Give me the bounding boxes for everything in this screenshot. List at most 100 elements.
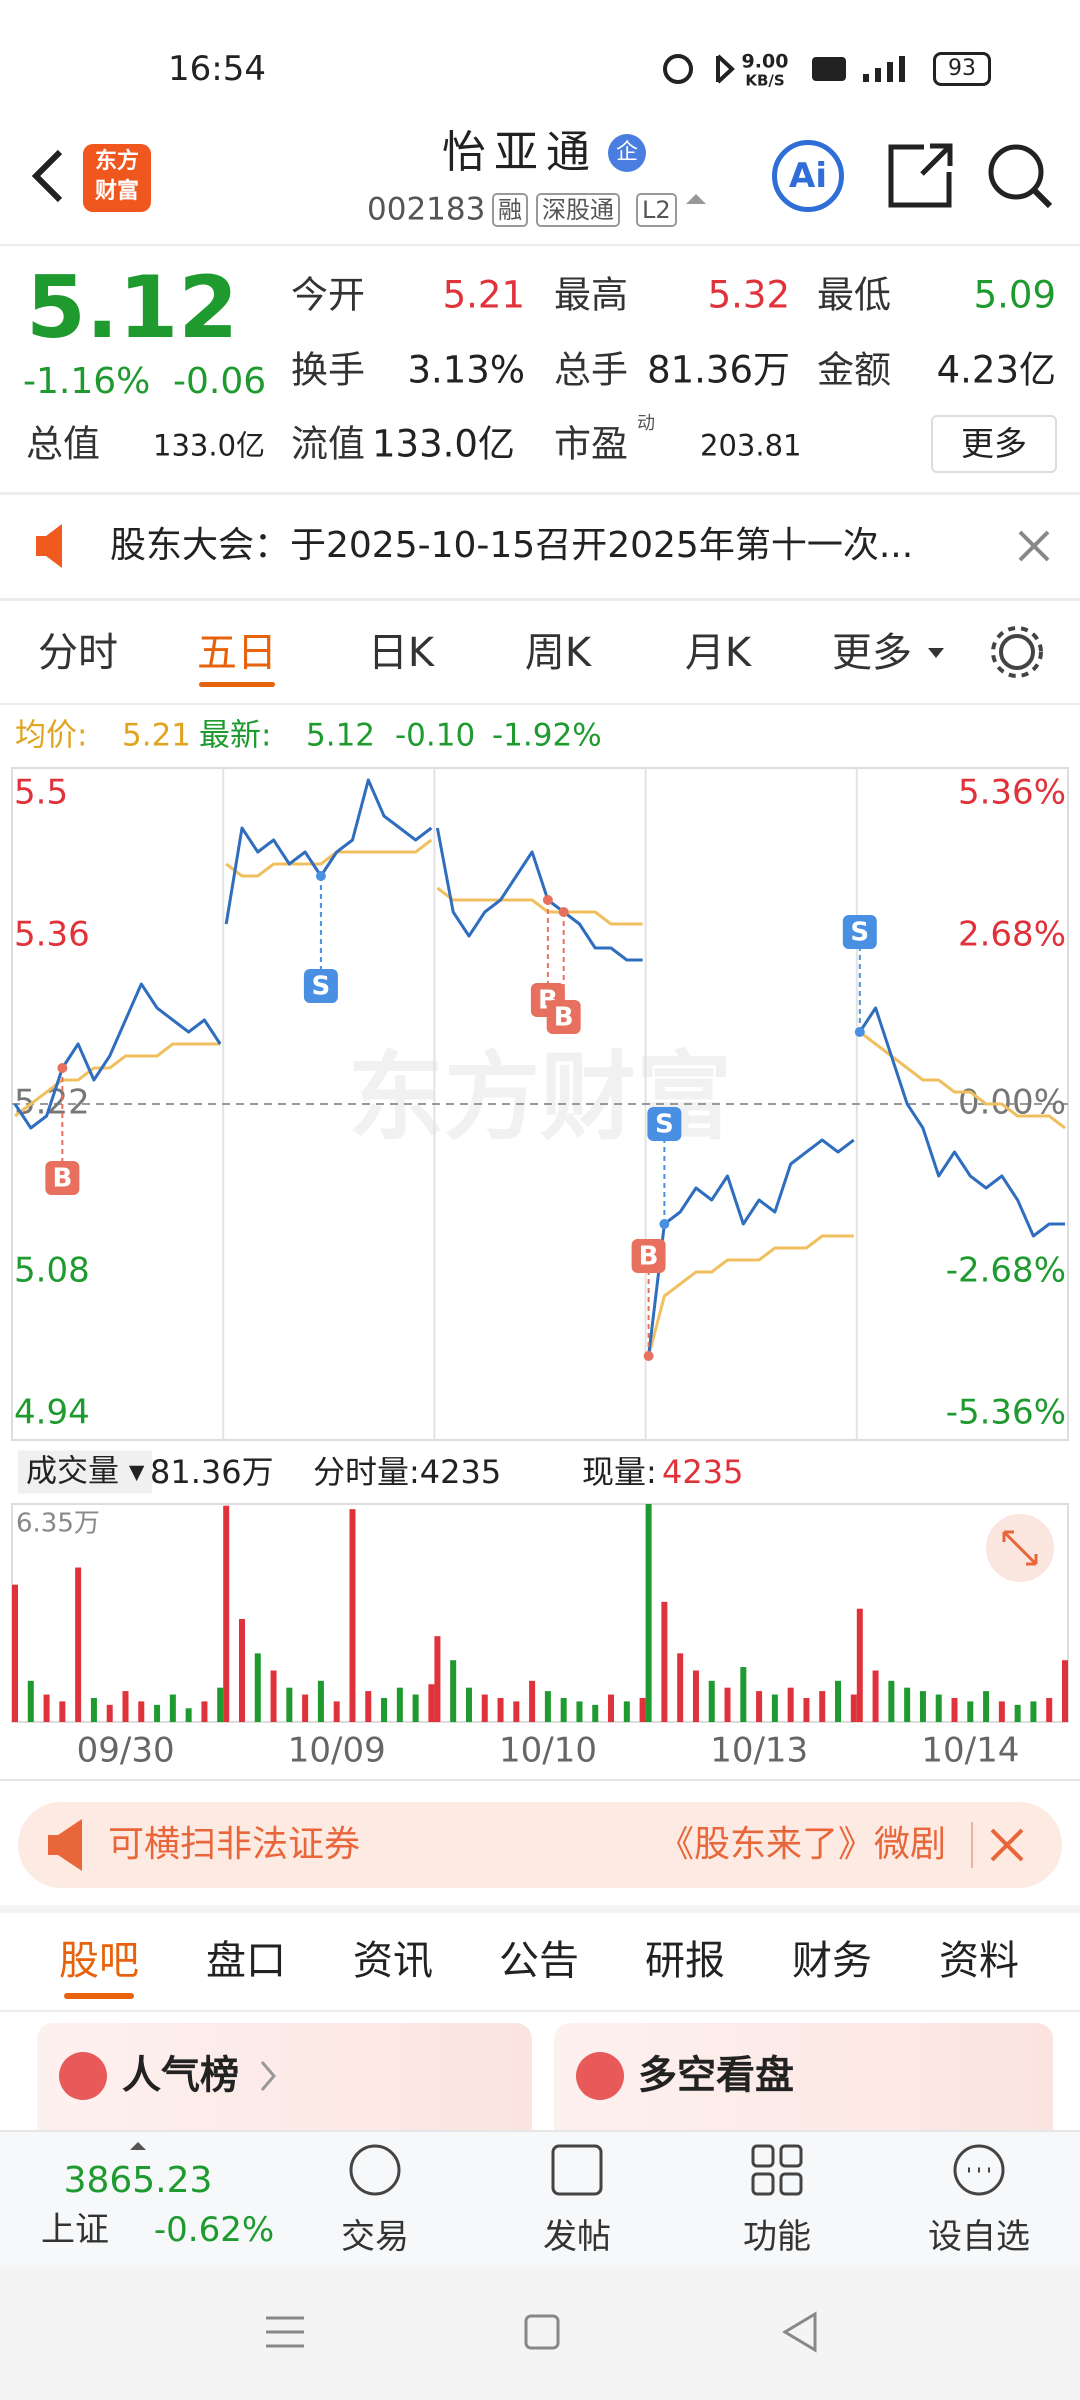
logo-text: 财富 [94,179,140,204]
section-tab[interactable]: 盘口 [206,1938,286,1984]
volume-bar [381,1697,388,1722]
volume-bar [428,1684,435,1722]
index-value[interactable]: 3865.23 [63,2160,213,2201]
dropdown-icon[interactable] [686,194,706,204]
tab-underline [199,682,275,687]
volume-bar [497,1697,504,1722]
change: -0.06 [173,361,267,402]
volume-bar [450,1660,457,1722]
chart-tab[interactable]: 周K [524,630,592,676]
expand-button[interactable] [986,1514,1054,1582]
volume-bar [254,1653,261,1722]
volume-current-label: 现量: [582,1453,657,1491]
avg-value: 5.21 [122,717,192,754]
section-tab[interactable]: 研报 [645,1938,725,1984]
battery: 93 [933,52,991,86]
trade-badge [530,983,565,1017]
system-nav [0,2265,1080,2400]
share-icon[interactable] [888,143,953,208]
volume-bar [835,1680,842,1722]
chart-tab[interactable]: 更多 [832,630,912,676]
hd-icon [812,57,846,81]
divider [0,1905,1080,1913]
volume-bar [481,1694,488,1722]
chart-tab[interactable]: 月K [684,630,752,676]
volume-bar [756,1691,763,1722]
volume-bar [639,1697,646,1722]
stock-code: 002183 [367,191,486,228]
chart-tab[interactable]: 分时 [38,630,118,676]
banner[interactable] [18,1802,1062,1888]
more-button[interactable]: 更多 [931,415,1057,473]
card[interactable] [37,2023,532,2143]
net-speed: 9.00 [741,50,789,73]
volume-bar [434,1636,441,1722]
section-tab[interactable]: 财务 [792,1938,872,1984]
trade-label: B [639,1242,659,1272]
volume-bar [967,1701,974,1722]
avg-line [225,838,433,878]
volume-bar [59,1701,66,1722]
logo-text: 东方 [94,149,140,174]
trade-badge [546,1000,581,1034]
volume-bar [365,1691,372,1722]
volume-current: 4235 [662,1453,744,1491]
y-tick-label: 5.36 [14,915,90,955]
avg-line [858,1030,1066,1130]
volume-selector[interactable]: 成交量 ▾ [18,1450,153,1494]
volume-bar [850,1694,857,1722]
nav-label[interactable]: 功能 [743,2217,811,2257]
volume-bar [724,1687,731,1722]
volume-bar [106,1704,113,1722]
field-label: 最高 [554,273,628,317]
nav-label[interactable]: 设自选 [928,2217,1030,2257]
volume-bar [201,1701,208,1722]
nav-label[interactable]: 交易 [341,2217,409,2257]
net-unit: KB/S [745,71,785,90]
volume-bar [317,1680,324,1722]
card[interactable] [554,2023,1053,2143]
back-icon[interactable] [31,149,63,203]
settings-icon[interactable] [999,634,1035,670]
trade-point [643,1351,654,1361]
section-tab[interactable]: 资讯 [353,1938,433,1984]
tag: 融 [492,193,528,227]
volume-bar [122,1691,129,1722]
banner-link[interactable]: 《股东来了》微剧 [658,1824,947,1865]
dropdown-icon [928,648,944,658]
notice-text[interactable]: 股东大会：于2025-10-15召开2025年第十一次... [110,525,914,566]
field-label: 最低 [817,273,891,317]
y-tick-label: 5.5 [14,773,68,813]
y-tick-label: 5.22 [14,1083,90,1123]
avg-line [647,1234,854,1357]
close-icon[interactable] [1018,530,1050,562]
chart-tab-active[interactable]: 五日 [197,630,277,676]
section-tab-active[interactable]: 股吧 [59,1938,139,1984]
chart-tab[interactable]: 日K [367,630,435,676]
field-value: 5.21 [442,273,525,317]
ai-button[interactable]: Ai [772,140,844,212]
volume-bar [1062,1660,1068,1722]
tab-underline [64,1993,134,1999]
app-logo[interactable] [83,144,151,212]
divider [0,2010,1080,2012]
volume-bar [396,1687,403,1722]
trade-point [57,1063,68,1073]
volume-bar [983,1691,990,1722]
field-label: 市盈 [554,422,628,466]
divider [0,598,1080,601]
volume-bar [677,1653,684,1722]
trade-label: B [554,1003,574,1033]
last-price: 5.12 [26,258,239,358]
tag: 深股通 [536,193,620,227]
field-label: 今开 [291,273,365,317]
volume-bar [623,1701,630,1722]
y2-tick-label: 0.00% [958,1083,1066,1123]
trade-label: B [538,986,558,1016]
section-tab[interactable]: 公告 [499,1938,579,1984]
banner-text: 可横扫非法证券 [108,1824,361,1865]
nav-label[interactable]: 发帖 [543,2217,611,2257]
section-tab[interactable]: 资料 [939,1938,1019,1984]
field-label: 总手 [554,348,628,392]
search-icon[interactable] [988,144,1044,200]
